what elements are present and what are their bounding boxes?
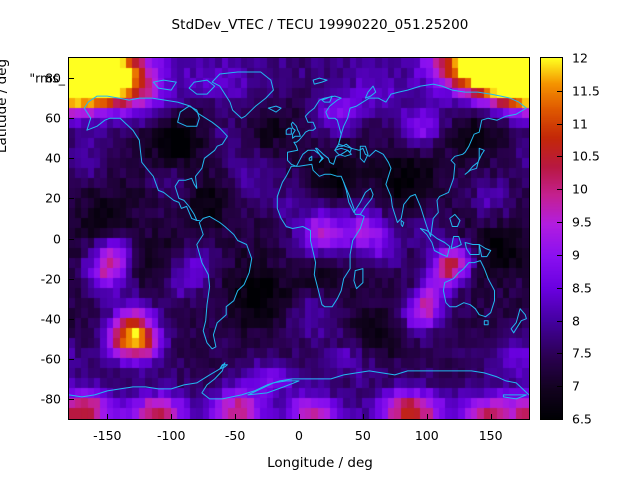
colorbar-tick-label: 7	[572, 378, 580, 394]
colorbar-tick-mark	[557, 353, 562, 354]
colorbar-tick-mark	[557, 255, 562, 256]
x-axis-tick-label: -50	[224, 428, 246, 443]
colorbar-tick-mark	[557, 222, 562, 223]
x-axis-tick-label: 0	[295, 428, 303, 443]
colorbar-tick-label: 10	[572, 181, 588, 197]
x-axis-tick-label: -100	[157, 428, 186, 443]
x-axis-tick-label: 150	[478, 428, 503, 443]
colorbar-tick-label: 11	[572, 116, 588, 132]
colorbar-tick-label: 8.5	[572, 280, 592, 296]
colorbar-tick-label: 6.5	[572, 411, 592, 427]
y-axis-tick-label: -60	[40, 351, 61, 367]
map-plot-area	[68, 57, 530, 420]
colorbar-tick-mark	[557, 288, 562, 289]
colorbar-tick-label: 9.5	[572, 214, 592, 230]
colorbar	[540, 57, 563, 420]
colorbar-tick-label: 10.5	[572, 148, 600, 164]
page-title: StdDev_VTEC / TECU 19990220_051.25200	[171, 17, 469, 33]
x-axis-tick-label: 100	[414, 428, 439, 443]
y-axis-tick-label: -40	[40, 311, 61, 327]
colorbar-tick-label: 12	[572, 50, 588, 66]
y-axis-tick-label: 40	[45, 150, 61, 166]
colorbar-tick-mark	[557, 124, 562, 125]
colorbar-tick-label: 9	[572, 247, 580, 263]
colorbar-tick-mark	[557, 156, 562, 157]
colorbar-tick-mark	[557, 386, 562, 387]
colorbar-gradient	[541, 58, 562, 419]
colorbar-tick-mark	[557, 189, 562, 190]
colorbar-tick-mark	[557, 321, 562, 322]
x-axis-tick-label: 50	[354, 428, 371, 443]
y-axis-label: Latitude / deg	[0, 58, 10, 154]
vtec-stddev-heatmap	[69, 58, 529, 419]
y-axis-tick-label: 80	[45, 70, 61, 86]
coastline-overlay	[69, 71, 529, 400]
x-axis-label: Longitude / deg	[267, 455, 373, 471]
y-axis-tick-label: 60	[45, 110, 61, 126]
y-axis-tick-label: -80	[40, 391, 61, 407]
y-axis-tick-label: 0	[53, 231, 61, 246]
x-axis-tick-label: -150	[93, 428, 122, 443]
colorbar-tick-mark	[557, 91, 562, 92]
plot-key-artifact-text: "rms_	[29, 70, 65, 86]
colorbar-tick-label: 7.5	[572, 345, 592, 361]
y-axis-tick-label: 20	[45, 190, 61, 206]
colorbar-tick-label: 11.5	[572, 83, 600, 99]
colorbar-tick-label: 8	[572, 313, 580, 329]
y-axis-tick-label: -20	[40, 271, 61, 287]
